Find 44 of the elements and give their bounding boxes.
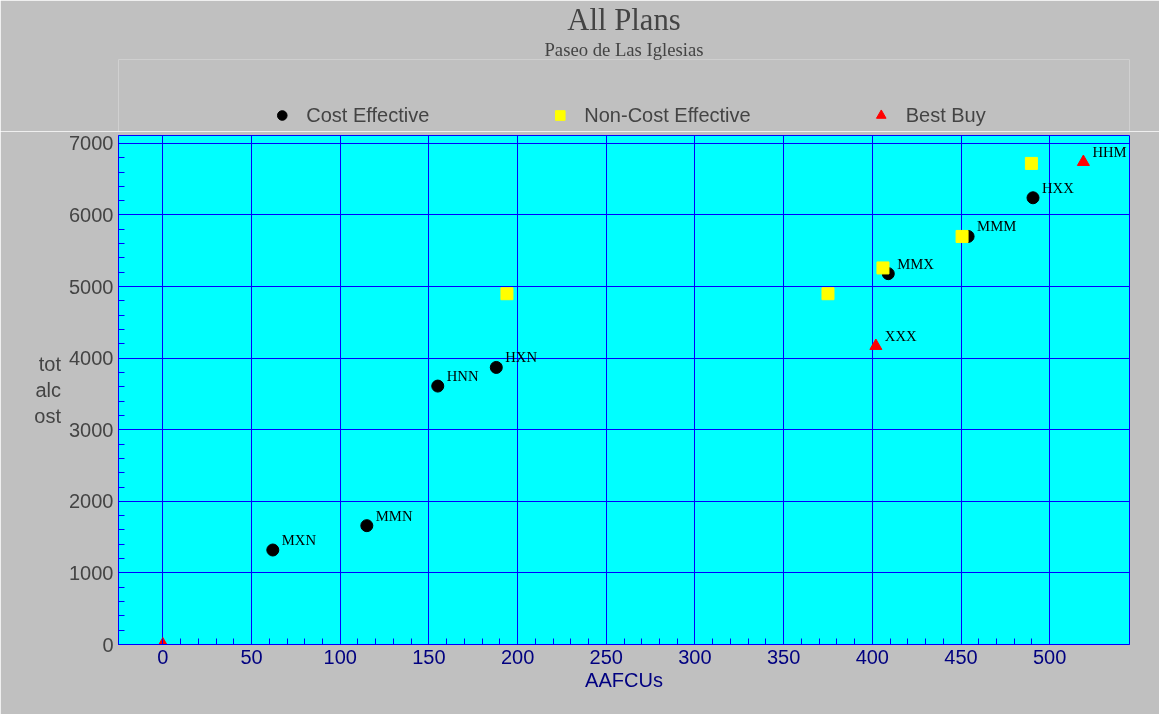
x-tick-label: 400	[855, 645, 890, 668]
y-tick-label: 1000	[69, 561, 114, 584]
annotation: MMM	[977, 218, 1017, 235]
annotation: MMX	[897, 255, 935, 272]
y-tick-label: 7000	[69, 132, 114, 155]
x-tick-label: 450	[944, 645, 978, 668]
y-tick-label: 5000	[69, 275, 114, 298]
point	[431, 379, 445, 393]
legend-label: Cost Effective	[306, 103, 430, 127]
point	[266, 543, 280, 557]
x-tick-label: 300	[678, 645, 712, 668]
chart-subtitle: Paseo de Las Iglesias	[544, 38, 704, 60]
point	[489, 360, 503, 374]
x-tick-label: 100	[323, 645, 357, 668]
x-tick-label: 350	[766, 645, 801, 668]
y-tick-label: 2000	[69, 490, 114, 513]
point	[1076, 154, 1090, 166]
y-tick-label: 6000	[69, 203, 114, 226]
point	[955, 229, 969, 243]
y-axis-title: totalcost	[34, 352, 62, 428]
x-tick-label: 150	[412, 645, 446, 668]
point	[360, 519, 374, 533]
annotation: MMN	[375, 507, 413, 524]
x-tick-label: 0	[157, 645, 169, 668]
x-tick-label: 200	[500, 645, 535, 668]
point	[821, 287, 835, 301]
legend-label: Non-Cost Effective	[584, 103, 751, 127]
y-tick-label: 4000	[69, 347, 114, 370]
chart-title: All Plans	[567, 2, 681, 37]
x-tick-label: 50	[240, 645, 263, 668]
y-tick-label: 3000	[69, 418, 114, 441]
point	[1026, 191, 1040, 205]
x-tick-label: 250	[589, 645, 623, 668]
annotation: MXN	[281, 532, 317, 548]
legend-label: Best Buy	[905, 103, 986, 127]
x-axis-title: AAFCUs	[585, 668, 663, 691]
x-tick-label: 500	[1033, 645, 1067, 668]
annotation: XXX	[884, 327, 918, 344]
point	[869, 338, 883, 350]
annotation: HNN	[446, 368, 479, 385]
point	[500, 287, 514, 301]
point	[1024, 156, 1038, 170]
point	[876, 261, 890, 275]
annotation: HHM	[1092, 143, 1127, 160]
